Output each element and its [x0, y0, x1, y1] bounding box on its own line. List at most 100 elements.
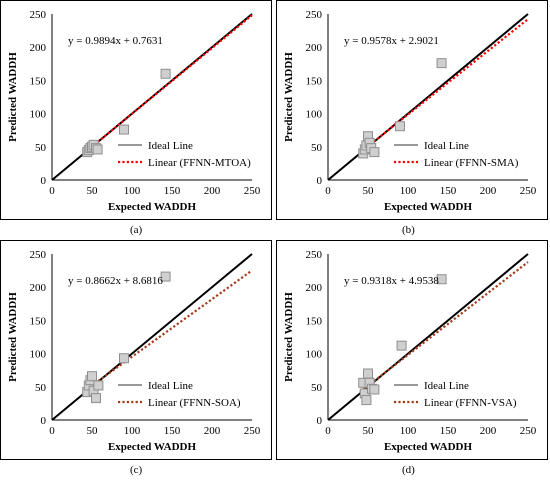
x-tick-label: 150 — [164, 185, 181, 197]
x-tick-label: 50 — [363, 185, 375, 197]
legend-label-linear: Linear (FFNN-SOA) — [148, 397, 241, 409]
y-tick-label: 50 — [311, 382, 323, 394]
chart-panel-d: 0 50 100 150 200 250 0 50 100 150 200 250 Expected W… — [276, 240, 548, 480]
linear-trendline — [359, 261, 529, 393]
y-tick-label: 250 — [306, 249, 323, 261]
trendline-equation: y = 0.9894x + 0.7631 — [68, 35, 163, 47]
x-tick-label: 100 — [124, 425, 141, 437]
linear-trendline — [83, 269, 253, 393]
chart-panel-a: 0 50 100 150 200 250 0 50 100 150 200 250 Expected W… — [0, 0, 272, 240]
scatter-chart-b: 0 50 100 150 200 250 0 50 100 150 200 250 Expected W… — [276, 0, 548, 220]
legend-label-ideal: Ideal Line — [148, 380, 193, 392]
data-point — [369, 384, 380, 395]
data-point — [92, 144, 103, 155]
x-tick-label: 0 — [325, 425, 331, 437]
x-tick-label: 150 — [440, 185, 457, 197]
x-axis-title: Expected WADDH — [108, 201, 197, 213]
linear-trendline — [83, 14, 253, 155]
y-tick-label: 250 — [306, 9, 323, 21]
legend-label-ideal: Ideal Line — [148, 140, 193, 152]
x-tick-label: 200 — [480, 185, 497, 197]
x-tick-label: 0 — [49, 185, 55, 197]
data-point — [436, 274, 447, 285]
y-tick-label: 50 — [35, 142, 47, 154]
x-axis-title: Expected WADDH — [108, 441, 197, 453]
x-tick-label: 50 — [87, 425, 99, 437]
scatter-chart-d: 0 50 100 150 200 250 0 50 100 150 200 250 Expected W… — [276, 240, 548, 460]
y-tick-label: 100 — [30, 109, 47, 121]
y-tick-label: 50 — [35, 382, 47, 394]
data-point — [91, 393, 101, 404]
legend-label-linear: Linear (FFNN-VSA) — [424, 397, 517, 409]
y-tick-label: 250 — [30, 9, 47, 21]
panel-caption-c: (c) — [130, 464, 143, 476]
y-tick-label: 200 — [30, 282, 47, 294]
x-tick-label: 50 — [363, 425, 375, 437]
data-point — [119, 353, 129, 364]
y-tick-label: 250 — [30, 249, 47, 261]
data-point — [395, 121, 405, 132]
data-point — [87, 371, 97, 382]
trendline-equation: y = 0.9318x + 4.9538 — [344, 275, 439, 287]
y-tick-label: 200 — [306, 282, 323, 294]
y-tick-label: 150 — [30, 75, 47, 87]
x-tick-label: 200 — [480, 425, 497, 437]
y-axis-title: Predicted WADDH — [283, 52, 295, 142]
y-axis-title: Predicted WADDH — [7, 292, 19, 382]
y-tick-label: 200 — [306, 42, 323, 54]
data-point — [160, 68, 171, 79]
data-point — [363, 368, 373, 379]
y-axis-title: Predicted WADDH — [7, 52, 19, 142]
x-tick-label: 150 — [440, 425, 457, 437]
legend-label-linear: Linear (FFNN-MTOA) — [148, 157, 251, 169]
x-axis-title: Expected WADDH — [384, 201, 473, 213]
panel-caption-d: (d) — [402, 464, 415, 476]
y-tick-label: 0 — [317, 415, 323, 427]
linear-trendline — [359, 18, 529, 154]
data-point — [160, 271, 171, 282]
legend-label-ideal: Ideal Line — [424, 380, 469, 392]
x-tick-label: 100 — [124, 185, 141, 197]
panel-caption-b: (b) — [402, 224, 415, 236]
y-tick-label: 200 — [30, 42, 47, 54]
x-tick-label: 100 — [400, 185, 417, 197]
y-tick-label: 100 — [306, 349, 323, 361]
trendline-equation: y = 0.8662x + 8.6816 — [68, 275, 163, 287]
legend-label-ideal: Ideal Line — [424, 140, 469, 152]
trendline-equation: y = 0.9578x + 2.9021 — [344, 35, 439, 47]
x-tick-label: 200 — [204, 425, 221, 437]
y-tick-label: 50 — [311, 142, 323, 154]
data-point — [436, 58, 447, 69]
x-tick-label: 150 — [164, 425, 181, 437]
x-tick-label: 100 — [400, 425, 417, 437]
x-axis-title: Expected WADDH — [384, 441, 473, 453]
y-tick-label: 0 — [41, 415, 47, 427]
legend-label-linear: Linear (FFNN-SMA) — [424, 157, 519, 169]
x-tick-label: 0 — [49, 425, 55, 437]
data-point — [93, 380, 104, 391]
y-tick-label: 100 — [30, 349, 47, 361]
x-tick-label: 50 — [87, 185, 99, 197]
data-point — [361, 395, 372, 406]
chart-panel-c: 0 50 100 150 200 250 0 50 100 150 200 250 Expected W… — [0, 240, 272, 480]
x-tick-label: 200 — [204, 185, 221, 197]
y-tick-label: 150 — [30, 315, 47, 327]
x-tick-label: 250 — [244, 425, 261, 437]
data-point — [369, 147, 380, 158]
chart-panel-b: 0 50 100 150 200 250 0 50 100 150 200 250 Expected W… — [276, 0, 548, 240]
scatter-chart-a: 0 50 100 150 200 250 0 50 100 150 200 250 Expected W… — [0, 0, 272, 220]
y-tick-label: 100 — [306, 109, 323, 121]
x-tick-label: 250 — [520, 425, 537, 437]
panel-caption-a: (a) — [130, 224, 143, 236]
x-tick-label: 250 — [244, 185, 261, 197]
data-point — [396, 340, 407, 351]
data-point — [119, 124, 129, 135]
y-tick-label: 0 — [317, 175, 323, 187]
x-tick-label: 250 — [520, 185, 537, 197]
y-tick-label: 0 — [41, 175, 47, 187]
y-tick-label: 150 — [306, 315, 323, 327]
y-tick-label: 150 — [306, 75, 323, 87]
x-tick-label: 0 — [325, 185, 331, 197]
scatter-chart-c: 0 50 100 150 200 250 0 50 100 150 200 250 Expected W… — [0, 240, 272, 460]
y-axis-title: Predicted WADDH — [283, 292, 295, 382]
